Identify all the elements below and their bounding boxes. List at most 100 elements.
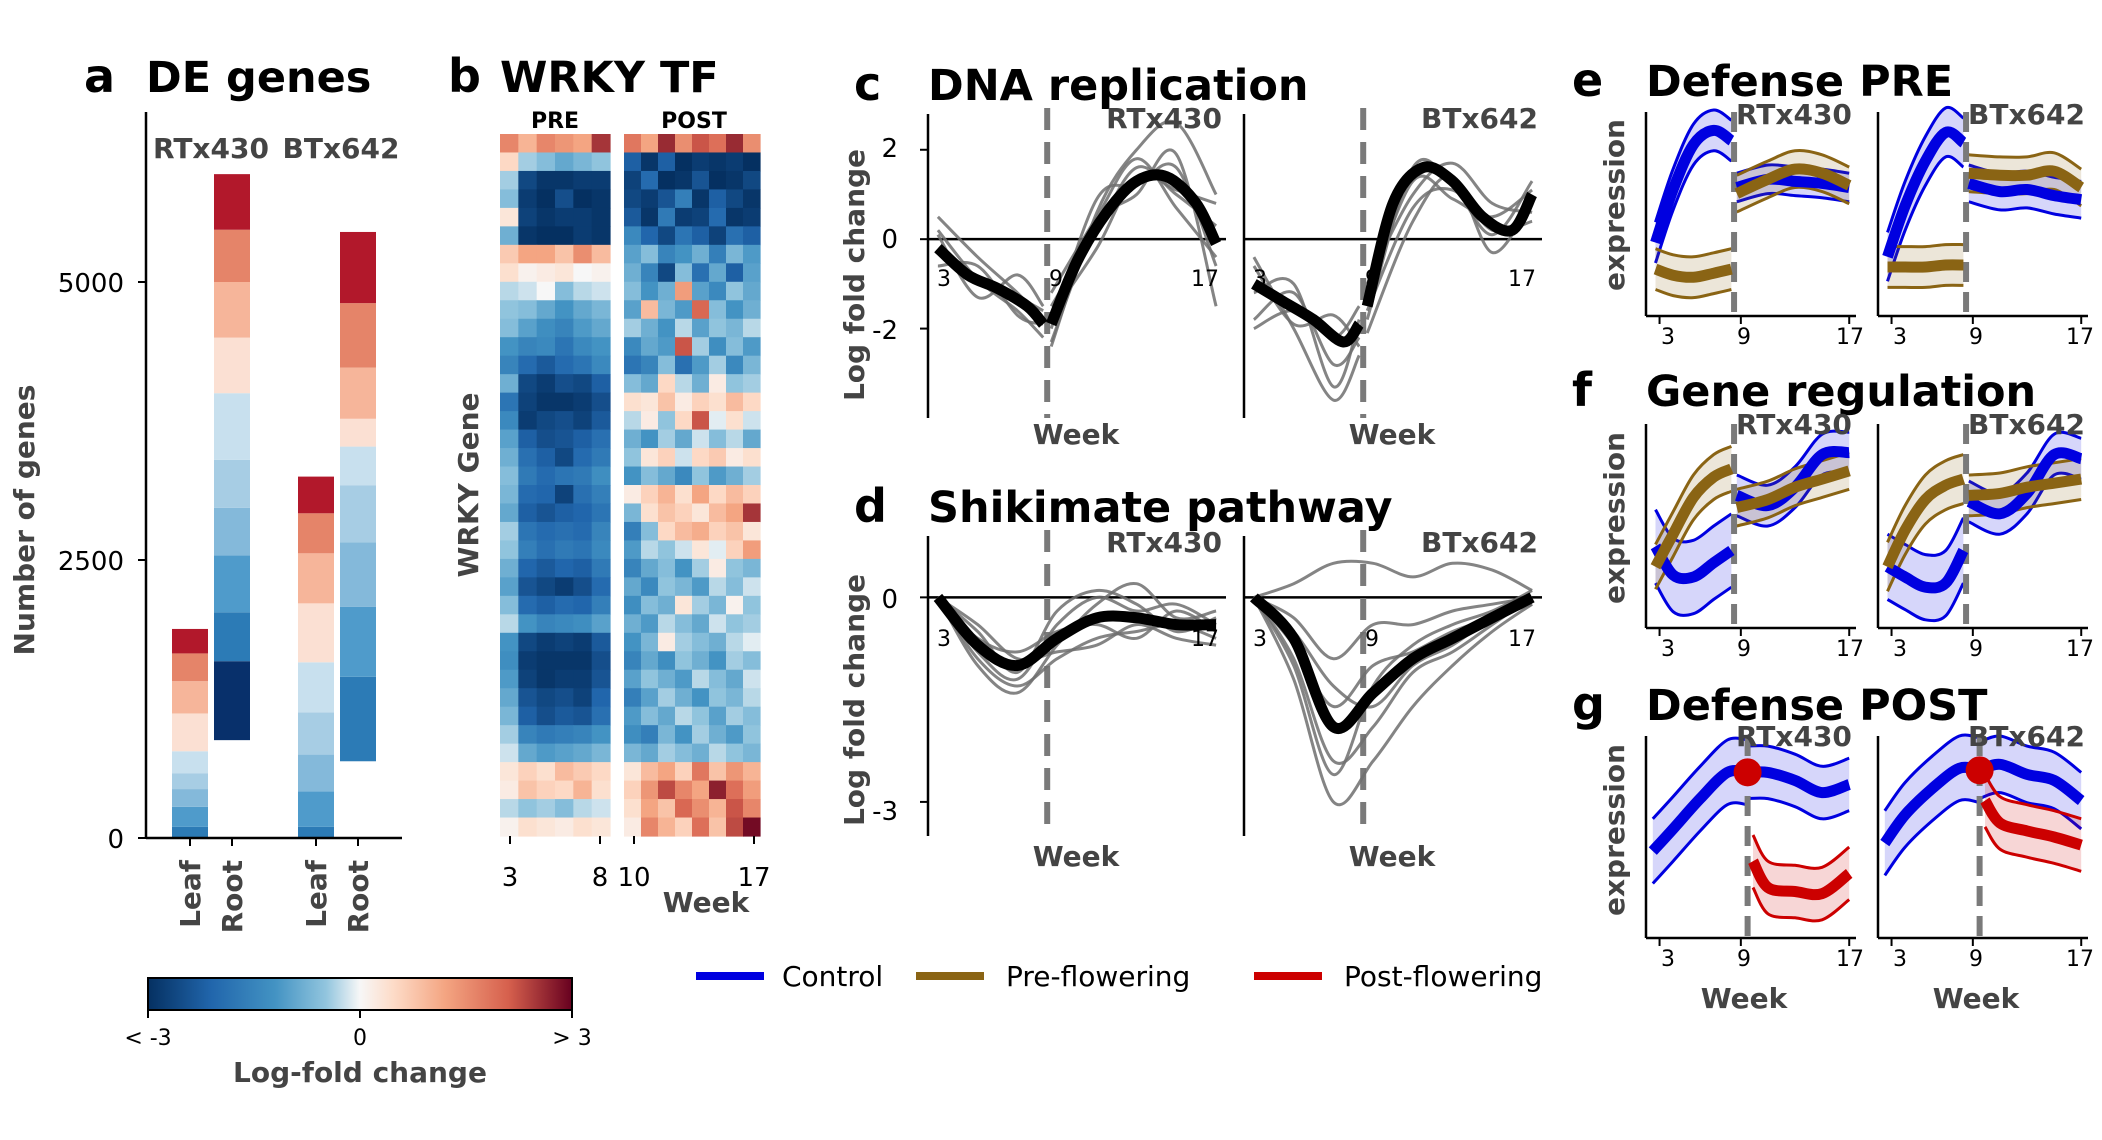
panel-g-title: Defense POST xyxy=(1646,681,1988,731)
heatmap-cell xyxy=(573,614,593,634)
heatmap-cell xyxy=(743,355,761,375)
colorbar-tick-label: < -3 xyxy=(124,1026,171,1051)
heatmap-cell xyxy=(641,799,659,819)
heatmap-cell xyxy=(743,466,761,486)
panel-e-letter: e xyxy=(1572,53,1603,107)
heatmap-cell xyxy=(500,318,519,338)
heatmap-cell xyxy=(726,263,744,283)
heatmap-cell xyxy=(743,669,761,689)
heatmap-cell xyxy=(573,540,593,560)
heatmap-cell xyxy=(573,374,593,394)
heatmap-cell xyxy=(743,374,761,394)
colorbar-tick-label: > 3 xyxy=(552,1026,591,1051)
heatmap-cell xyxy=(641,706,659,726)
heatmap-cell xyxy=(743,577,761,597)
heatmap-cell xyxy=(624,300,642,320)
heatmap-cell xyxy=(624,743,642,763)
panel-g-xtick-label: 3 xyxy=(1661,947,1675,972)
ci-lower-line xyxy=(1736,487,1850,528)
heatmap-cell xyxy=(500,521,519,542)
heatmap-cell xyxy=(709,706,727,726)
heatmap-cell xyxy=(692,540,710,560)
heatmap-cell xyxy=(726,614,744,634)
heatmap-cell xyxy=(500,448,519,468)
panel-f-title: Gene regulation xyxy=(1646,367,2036,417)
heatmap-cell xyxy=(573,503,593,523)
panel-c-xtick-label: 3 xyxy=(1253,267,1267,292)
heatmap-cell xyxy=(518,706,538,726)
bar-segment xyxy=(214,661,250,741)
panel-d-letter: d xyxy=(854,479,887,533)
heatmap-cell xyxy=(591,281,611,301)
heatmap-cell xyxy=(675,558,693,578)
panel-f-xtick-label: 17 xyxy=(2066,637,2094,662)
heatmap-cell xyxy=(624,152,642,172)
heatmap-cell xyxy=(743,595,761,615)
heatmap-cell xyxy=(536,725,556,745)
heatmap-cell xyxy=(624,669,642,689)
heatmap-cell xyxy=(573,337,593,357)
heatmap-cell xyxy=(518,577,538,597)
panel-e-xtick-label: 9 xyxy=(1737,325,1751,350)
heatmap-cell xyxy=(743,244,761,264)
heatmap-cell xyxy=(624,281,642,301)
ci-lower-line xyxy=(1968,471,2082,536)
heatmap-cell xyxy=(709,762,727,782)
heatmap-cell xyxy=(555,281,574,301)
heatmap-cell xyxy=(743,281,761,301)
panel-f-btx642-plot xyxy=(1876,424,2088,636)
heatmap-cell xyxy=(709,411,727,431)
gene-line xyxy=(1252,596,1533,807)
heatmap-cell xyxy=(591,170,611,191)
heatmap-cell xyxy=(518,429,538,449)
heatmap-cell xyxy=(573,392,593,412)
ci-upper-line xyxy=(1883,733,1980,812)
bar-segment xyxy=(214,337,250,394)
ci-upper-line xyxy=(1654,247,1732,259)
bar-segment xyxy=(298,791,334,827)
heatmap-cell xyxy=(518,448,538,468)
legend-label-control: Control xyxy=(782,960,883,993)
heatmap-cell xyxy=(658,281,676,301)
heatmap-cell xyxy=(709,466,727,486)
heatmap-cell xyxy=(624,485,642,505)
heatmap-cell xyxy=(675,374,693,394)
heatmap-cell xyxy=(658,355,676,375)
panel-a-ytick-label: 2500 xyxy=(58,547,124,577)
heatmap-cell xyxy=(500,799,519,819)
heatmap-cell xyxy=(641,503,659,523)
heatmap-cell xyxy=(709,448,727,468)
heatmap-cell xyxy=(536,651,556,671)
heatmap-cell xyxy=(692,355,710,375)
heatmap-cell xyxy=(709,577,727,597)
heatmap-cell xyxy=(591,540,611,560)
heatmap-cell xyxy=(573,799,593,819)
ci-upper-line xyxy=(1654,508,1733,544)
heatmap-cell xyxy=(692,429,710,449)
panel-g-xlabel: Week xyxy=(1933,982,2021,1015)
heatmap-cell xyxy=(624,706,642,726)
heatmap-cell xyxy=(743,632,761,652)
heatmap-cell xyxy=(500,392,519,412)
panel-f-facet-rtx430: RTx430 xyxy=(1736,408,1852,441)
heatmap-cell xyxy=(675,780,693,800)
transition-marker xyxy=(1965,756,1994,785)
heatmap-cell xyxy=(675,337,693,357)
heatmap-cell xyxy=(692,300,710,320)
panel-e-title: Defense PRE xyxy=(1646,57,1953,107)
heatmap-cell xyxy=(709,318,727,338)
heatmap-cell xyxy=(709,614,727,634)
panel-d-xlabel: Week xyxy=(1033,840,1121,873)
heatmap-cell xyxy=(500,688,519,708)
legend-label-pre: Pre-flowering xyxy=(1006,960,1190,993)
heatmap-cell xyxy=(709,152,727,172)
heatmap-cell xyxy=(641,688,659,708)
heatmap-cell xyxy=(743,799,761,819)
heatmap-cell xyxy=(555,392,574,412)
heatmap-cell xyxy=(518,558,538,578)
bar-segment xyxy=(298,476,334,514)
heatmap-cell xyxy=(641,725,659,745)
heatmap-cell xyxy=(518,503,538,523)
heatmap-cell xyxy=(518,521,538,542)
heatmap-cell xyxy=(555,244,574,264)
